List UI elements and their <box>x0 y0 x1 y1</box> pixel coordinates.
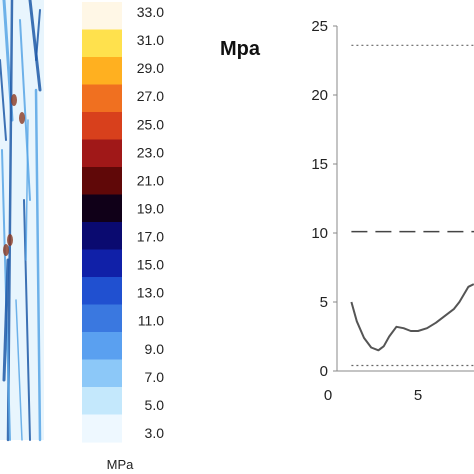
colorbar-tick-label: 29.0 <box>137 60 164 76</box>
colorbar-swatch <box>82 57 122 86</box>
colorbar-tick-label: 31.0 <box>137 32 164 48</box>
y-tick-label: 15 <box>311 156 328 173</box>
colorbar-swatch <box>82 139 122 168</box>
colorbar-swatch <box>82 304 122 333</box>
colorbar-swatch <box>82 167 122 196</box>
stress-streak <box>23 199 31 441</box>
colorbar-tick-label: 5.0 <box>145 397 165 413</box>
colorbar-swatch <box>82 222 122 251</box>
colorbar-tick-label: 25.0 <box>137 116 164 132</box>
colorbar-unit-label: MPa <box>107 457 135 472</box>
colorbar-tick-label: 11.0 <box>138 313 164 329</box>
stress-streak <box>35 9 41 61</box>
y-tick-label: 10 <box>311 225 328 242</box>
colorbar-swatch <box>82 29 122 58</box>
colorbar-tick-label: 7.0 <box>145 369 165 385</box>
x-tick-label: 5 <box>414 387 422 404</box>
colorbar-tick-label: 15.0 <box>137 257 164 273</box>
y-axis-title: Mpa <box>220 38 261 60</box>
colorbar-swatch <box>82 332 122 361</box>
stress-streak <box>28 0 42 92</box>
colorbar-swatch <box>82 414 122 443</box>
colorbar: 33.0 31.0 29.0 27.0 25.0 23.0 21.0 19.0 17.0 15.0… <box>82 2 164 472</box>
colorbar-tick-label: 3.0 <box>145 425 165 441</box>
stress-streak <box>15 299 23 441</box>
y-axis-ticks: 0 5 10 15 20 25 <box>311 18 337 380</box>
colorbar-tick-label: 27.0 <box>137 88 164 104</box>
colorbar-tick-label: 17.0 <box>137 229 164 245</box>
stress-hotspot <box>7 234 13 246</box>
series-line-solid <box>350 283 474 352</box>
colorbar-swatch <box>82 249 122 278</box>
stress-streak <box>2 258 10 382</box>
colorbar-tick-label: 13.0 <box>137 285 164 301</box>
colorbar-gradient <box>82 2 122 443</box>
y-tick-label: 25 <box>311 18 328 35</box>
colorbar-swatch <box>82 387 122 416</box>
stress-streak <box>19 19 31 201</box>
colorbar-tick-label: 19.0 <box>137 200 164 216</box>
stress-hotspot <box>19 112 25 124</box>
stress-streak <box>34 88 42 442</box>
colorbar-swatch <box>82 194 122 223</box>
y-tick-label: 0 <box>320 363 328 380</box>
y-tick-label: 5 <box>320 294 328 311</box>
y-tick-label: 20 <box>311 87 328 104</box>
stress-map-image <box>0 0 44 442</box>
colorbar-tick-labels: 33.0 31.0 29.0 27.0 25.0 23.0 21.0 19.0 17.0 15.0… <box>137 4 164 441</box>
colorbar-swatch <box>82 2 122 31</box>
colorbar-tick-label: 33.0 <box>137 4 164 20</box>
colorbar-tick-label: 9.0 <box>145 341 165 357</box>
chart-series <box>350 44 474 367</box>
colorbar-tick-label: 21.0 <box>137 172 164 188</box>
stress-streak <box>25 119 29 261</box>
colorbar-swatch <box>82 84 122 113</box>
colorbar-tick-label: 23.0 <box>137 144 164 160</box>
stress-streak <box>0 59 7 141</box>
stress-hotspot <box>3 244 9 256</box>
colorbar-swatch <box>82 359 122 388</box>
colorbar-swatch <box>82 277 122 306</box>
x-tick-label: 0 <box>324 387 332 404</box>
colorbar-swatch <box>82 112 122 141</box>
stress-hotspot <box>11 94 17 106</box>
